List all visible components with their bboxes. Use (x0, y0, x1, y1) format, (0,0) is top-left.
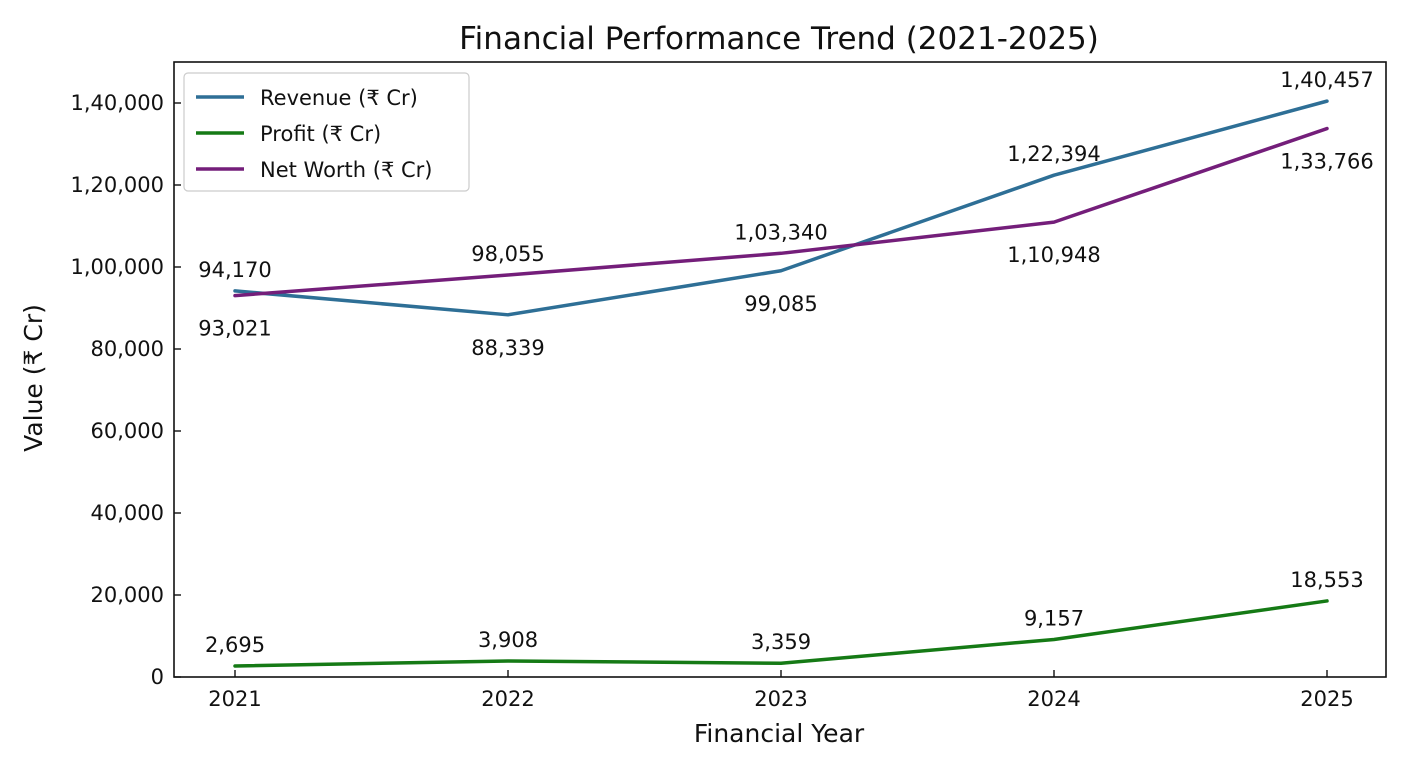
data-label: 1,40,457 (1280, 68, 1374, 92)
legend-box (183, 72, 470, 192)
data-label: 88,339 (471, 336, 544, 360)
legend-entry: Revenue (₹ Cr) (260, 86, 418, 110)
y-tick-label: 1,20,000 (70, 173, 164, 197)
x-tick-label: 2024 (1027, 687, 1080, 711)
x-axis-label: Financial Year (694, 719, 865, 748)
data-label: 3,908 (478, 628, 538, 652)
data-label: 3,359 (751, 630, 811, 654)
plot-frame (173, 61, 1387, 678)
y-tick-label: 1,00,000 (70, 255, 164, 279)
data-labels: 94,170 88,339 99,085 1,22,394 1,40,457 2,695 3… (198, 68, 1374, 657)
chart-title: Financial Performance Trend (2021-2025) (459, 21, 1099, 57)
x-tick-label: 2021 (208, 687, 261, 711)
series-layer (233, 99, 1329, 668)
legend-entry: Profit (₹ Cr) (260, 122, 381, 146)
data-label: 1,03,340 (734, 220, 828, 244)
data-label: 2,695 (205, 633, 265, 657)
data-label: 1,22,394 (1007, 142, 1101, 166)
series-line-2 (233, 126, 1329, 298)
y-tick-label: 1,40,000 (70, 91, 164, 115)
y-tick-label: 40,000 (91, 501, 164, 525)
data-label: 1,33,766 (1280, 150, 1374, 174)
axes: 0 20,000 40,000 60,000 80,000 1,00,000 1,20,00… (70, 61, 1387, 711)
legend: Revenue (₹ Cr) Profit (₹ Cr) Net Worth (₹ … (183, 72, 470, 192)
data-label: 93,021 (198, 317, 271, 341)
data-label: 99,085 (744, 292, 817, 316)
y-axis-label: Value (₹ Cr) (19, 304, 48, 452)
data-label: 18,553 (1290, 568, 1363, 592)
x-tick-label: 2023 (754, 687, 807, 711)
y-tick-label: 20,000 (91, 583, 164, 607)
data-label: 98,055 (471, 242, 544, 266)
data-label: 94,170 (198, 258, 271, 282)
series-line-1 (233, 599, 1329, 668)
x-tick-label: 2022 (481, 687, 534, 711)
series-line-0 (233, 99, 1329, 317)
x-tick-label: 2025 (1300, 687, 1353, 711)
legend-entry: Net Worth (₹ Cr) (260, 158, 433, 182)
y-tick-label: 80,000 (91, 337, 164, 361)
data-label: 9,157 (1024, 606, 1084, 630)
y-tick-label: 60,000 (91, 419, 164, 443)
y-tick-label: 0 (151, 665, 164, 689)
data-label: 1,10,948 (1007, 243, 1101, 267)
